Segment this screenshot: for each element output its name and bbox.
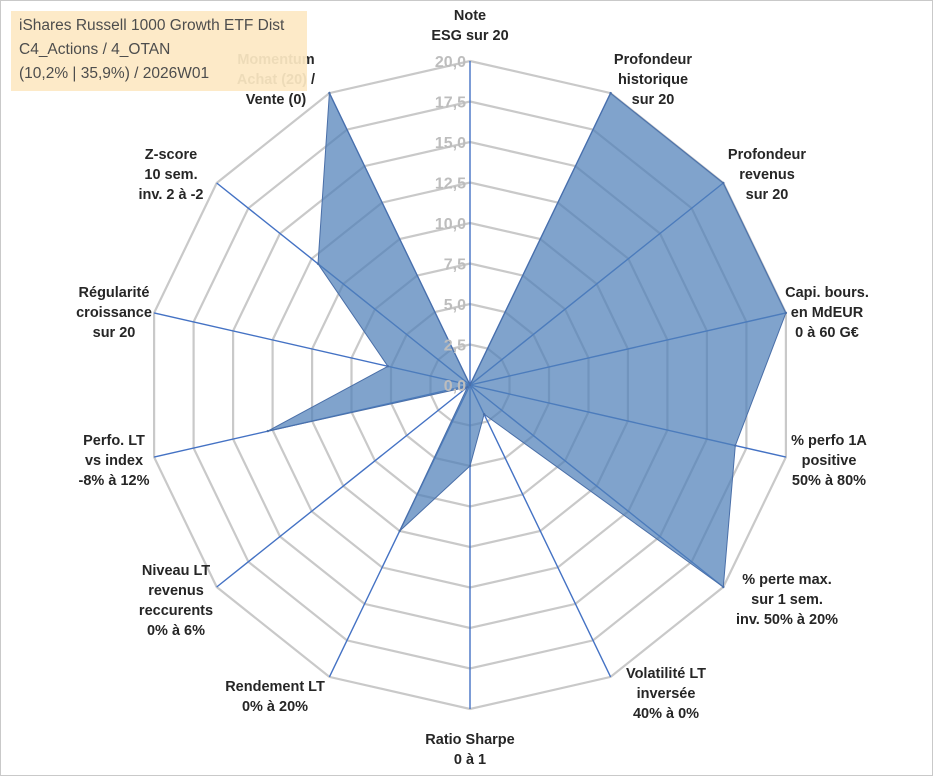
- category-label-line: inv. 50% à 20%: [736, 612, 838, 628]
- data-point: [482, 413, 486, 416]
- data-point: [609, 91, 612, 95]
- category-label-line: 0 à 60 G€: [795, 325, 859, 341]
- category-label-line: % perfo 1A: [791, 433, 867, 449]
- category-label-line: Vente (0): [246, 92, 307, 108]
- series-area: [267, 91, 787, 588]
- data-point: [468, 383, 472, 387]
- r-tick-label: 15,0: [435, 135, 466, 152]
- data-point: [328, 91, 331, 95]
- data-point: [722, 181, 725, 185]
- category-label: Z-score 10 sem. inv. 2 à -2: [138, 147, 203, 203]
- category-label: Note ESG sur 20: [431, 8, 508, 44]
- category-label-line: croissance: [76, 305, 152, 321]
- category-label: Capi. bours. en MdEUR 0 à 60 G€: [785, 285, 869, 341]
- category-label-line: 40% à 0%: [633, 706, 699, 722]
- r-tick-label: 12,5: [435, 176, 466, 193]
- category-label: Régularité croissance sur 20: [76, 285, 152, 341]
- category-label-line: 0% à 6%: [147, 623, 205, 639]
- category-label-line: Niveau LT: [142, 563, 210, 579]
- category-label-line: Rendement LT: [225, 679, 325, 695]
- data-point: [266, 429, 269, 433]
- category-label-line: sur 20: [632, 92, 675, 108]
- category-label-line: inv. 2 à -2: [138, 187, 203, 203]
- category-label-line: sur 20: [746, 187, 789, 203]
- category-label-line: 50% à 80%: [792, 473, 866, 489]
- data-point: [784, 311, 788, 315]
- category-label: Profondeur revenus sur 20: [728, 147, 806, 203]
- category-label: Rendement LT 0% à 20%: [225, 679, 325, 715]
- r-tick-label: 17,5: [435, 95, 466, 112]
- category-label-line: Régularité: [79, 285, 150, 301]
- category-label-line: positive: [802, 453, 857, 469]
- axis-spoke: [469, 384, 612, 678]
- category-label: Volatilité LT inversée 40% à 0%: [626, 666, 706, 722]
- r-tick-label: 10,0: [435, 216, 466, 233]
- category-label-line: reccurents: [139, 603, 213, 619]
- category-label-line: 0% à 20%: [242, 699, 308, 715]
- category-label-line: revenus: [739, 167, 795, 183]
- category-label: Perfo. LT vs index -8% à 12%: [79, 433, 150, 489]
- category-label-line: Note: [454, 8, 486, 24]
- category-label-line: -8% à 12%: [79, 473, 150, 489]
- category-label-line: ESG sur 20: [431, 28, 508, 44]
- category-label-line: Z-score: [145, 147, 197, 163]
- fund-category: C4_Actions / 4_OTAN: [19, 41, 171, 58]
- data-point: [468, 464, 472, 468]
- data-point: [722, 585, 725, 589]
- category-label-line: Capi. bours.: [785, 285, 869, 301]
- category-label-line: sur 1 sem.: [751, 592, 823, 608]
- data-point: [398, 529, 401, 533]
- category-label-line: 10 sem.: [144, 167, 197, 183]
- category-label: Profondeur historique sur 20: [614, 52, 692, 108]
- category-label-line: en MdEUR: [791, 305, 864, 321]
- r-tick-label: 20,0: [435, 54, 466, 71]
- r-tick-label: 2,5: [444, 338, 466, 355]
- category-label: Niveau LT revenus reccurents 0% à 6%: [139, 563, 213, 639]
- axis-spoke: [216, 384, 471, 588]
- category-label: % perfo 1A positive 50% à 80%: [791, 433, 867, 489]
- category-label-line: Volatilité LT: [626, 666, 706, 682]
- category-label-line: Profondeur: [614, 52, 692, 68]
- category-label-line: Profondeur: [728, 147, 806, 163]
- data-point: [386, 365, 390, 368]
- r-tick-label: 5,0: [444, 297, 466, 314]
- fund-stats: (10,2% | 35,9%) / 2026W01: [19, 65, 210, 82]
- data-point: [316, 262, 320, 265]
- r-tick-label: 0,0: [444, 378, 466, 395]
- data-point: [734, 444, 737, 447]
- fund-name: iShares Russell 1000 Growth ETF Dist: [19, 17, 285, 34]
- category-label-line: sur 20: [93, 325, 136, 341]
- category-label: Ratio Sharpe 0 à 1: [425, 732, 514, 768]
- category-label: % perte max. sur 1 sem. inv. 50% à 20%: [736, 572, 838, 628]
- category-label-line: % perte max.: [742, 572, 831, 588]
- category-label-line: revenus: [148, 583, 204, 599]
- data-point: [466, 385, 469, 389]
- category-label-line: vs index: [85, 453, 143, 469]
- category-label-line: inversée: [637, 686, 696, 702]
- fund-info-box: iShares Russell 1000 Growth ETF Dist C4_…: [11, 11, 307, 91]
- category-label-line: historique: [618, 72, 688, 88]
- category-label-line: Perfo. LT: [83, 433, 145, 449]
- category-label-line: 0 à 1: [454, 752, 486, 768]
- r-tick-label: 7,5: [444, 257, 466, 274]
- category-label-line: Ratio Sharpe: [425, 732, 514, 748]
